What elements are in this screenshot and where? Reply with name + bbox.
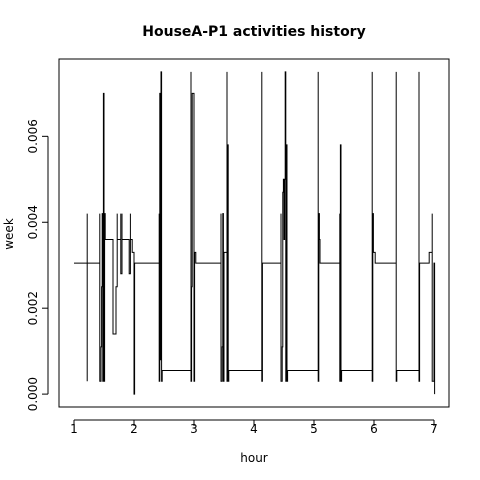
x-tick-label: 4 — [250, 422, 258, 436]
x-axis-label: hour — [240, 451, 268, 465]
x-tick-label: 1 — [70, 422, 78, 436]
x-tick-label: 7 — [430, 422, 438, 436]
x-tick-label: 3 — [190, 422, 198, 436]
y-tick-label: 0.002 — [26, 291, 40, 325]
y-tick-label: 0.006 — [26, 119, 40, 153]
x-tick-label: 5 — [310, 422, 318, 436]
y-tick-label: 0.000 — [26, 377, 40, 411]
x-tick-label: 6 — [370, 422, 378, 436]
axes: 1 2 3 4 5 6 7 0.000 0.002 0.004 0.006 — [26, 119, 438, 436]
plot-frame — [58, 58, 450, 408]
y-axis-label: week — [2, 218, 16, 250]
series-line — [74, 71, 436, 395]
y-tick-label: 0.004 — [26, 205, 40, 239]
x-tick-label: 2 — [130, 422, 138, 436]
plot-area — [74, 71, 436, 395]
chart-title: HouseA-P1 activities history — [142, 24, 365, 40]
